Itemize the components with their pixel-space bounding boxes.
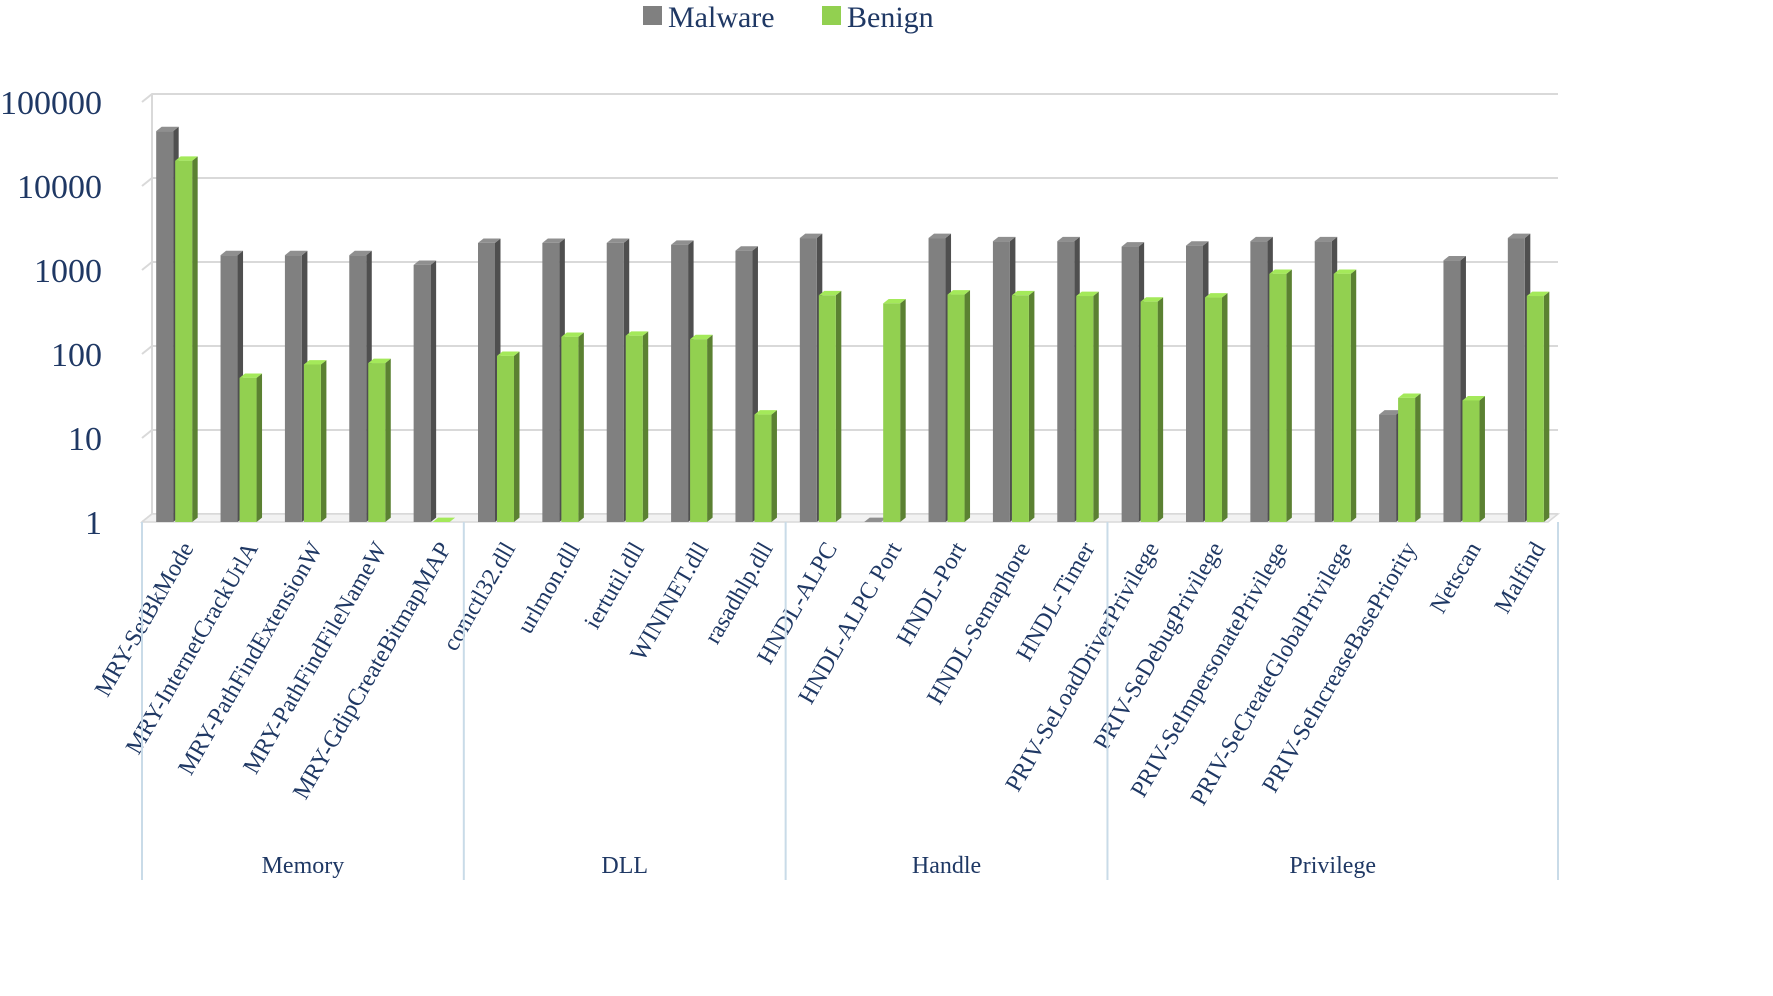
x-tick-label-malfind: Malfind bbox=[1490, 538, 1551, 618]
group-label-handle: Handle bbox=[912, 853, 981, 879]
bar-benign-priv-sedebugprivilege bbox=[1205, 293, 1228, 522]
bar-benign-hndl-semaphore bbox=[1011, 290, 1035, 522]
bars bbox=[156, 126, 1550, 523]
bar-benign-mry-pathfindextensionw bbox=[303, 360, 327, 522]
x-tick-label-iertutil-dll: iertutil.dll bbox=[580, 538, 650, 634]
bar-benign-priv-secreateglobalprivilege bbox=[1333, 269, 1357, 522]
bar-benign-hndl-port bbox=[947, 290, 971, 522]
bar-benign-mry-internetcrackurla bbox=[239, 373, 263, 522]
bar-benign-rasadhlp-dll bbox=[754, 410, 777, 522]
legend-label-benign: Benign bbox=[847, 1, 934, 34]
gridline-100000 bbox=[141, 93, 1558, 103]
legend-swatch-benign bbox=[822, 6, 841, 25]
gridline-1000 bbox=[141, 261, 1558, 271]
y-tick-label-10: 10 bbox=[68, 421, 102, 458]
bar-benign-priv-seloaddriverprivilege bbox=[1140, 297, 1164, 522]
legend-label-malware: Malware bbox=[668, 1, 775, 34]
group-label-memory: Memory bbox=[262, 853, 345, 879]
group-label-dll: DLL bbox=[601, 853, 648, 879]
x-axis: MRY-SetBkModeMRY-InternetCrackUrlAMRY-Pa… bbox=[90, 522, 1559, 880]
bar-benign-iertutil-dll bbox=[625, 331, 649, 522]
y-tick-label-1000: 1000 bbox=[34, 253, 102, 290]
bar-benign-mry-gdipcreatebitmapmap bbox=[432, 517, 456, 522]
bar-benign-priv-seimpersonateprivilege bbox=[1269, 269, 1292, 522]
bar-benign-mry-setbkmode bbox=[175, 156, 198, 522]
bar-benign-malfind bbox=[1526, 291, 1550, 522]
y-tick-label-1: 1 bbox=[85, 505, 102, 542]
bar-benign-priv-seincreasebasepriority bbox=[1398, 393, 1421, 522]
bar-benign-comctl32-dll bbox=[497, 351, 520, 522]
x-tick-label-urlmon-dll: urlmon.dll bbox=[513, 538, 586, 638]
y-tick-label-100: 100 bbox=[51, 337, 102, 374]
y-tick-label-100000: 100000 bbox=[0, 85, 102, 122]
bar-benign-mry-pathfindfilenamew bbox=[368, 358, 391, 522]
bar-benign-hndl-alpc-port bbox=[883, 299, 906, 522]
y-tick-label-10000: 10000 bbox=[17, 169, 102, 206]
bar-malware-hndl-alpc-port bbox=[864, 517, 887, 522]
legend: Malware Benign bbox=[643, 1, 934, 34]
bar-benign-hndl-alpc bbox=[818, 290, 842, 522]
bar-benign-wininet-dll bbox=[690, 334, 713, 522]
bar-benign-hndl-timer bbox=[1076, 291, 1099, 522]
legend-swatch-malware bbox=[643, 6, 662, 25]
bar-malware-mry-gdipcreatebitmapmap bbox=[413, 260, 437, 522]
x-tick-label-netscan: Netscan bbox=[1425, 538, 1486, 618]
bar-malware-rasadhlp-dll bbox=[735, 246, 758, 523]
bar-benign-netscan bbox=[1462, 396, 1485, 522]
bar-benign-urlmon-dll bbox=[561, 332, 584, 522]
group-label-privilege: Privilege bbox=[1289, 853, 1376, 879]
gridline-10000 bbox=[141, 177, 1558, 187]
